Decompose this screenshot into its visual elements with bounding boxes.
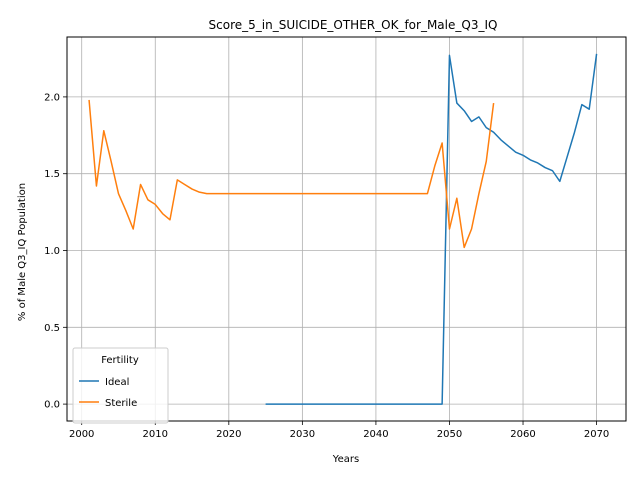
y-tick-label: 1.0 xyxy=(44,246,60,257)
legend: Fertility Ideal Sterile xyxy=(72,347,169,424)
legend-frame xyxy=(72,347,169,424)
y-tick-label: 2.0 xyxy=(44,92,60,103)
x-tick-label: 2020 xyxy=(216,429,241,440)
y-axis-label: % of Male Q3_IQ Population xyxy=(17,183,28,321)
x-tick-label: 2000 xyxy=(69,429,94,440)
legend-label-ideal: Ideal xyxy=(105,377,129,388)
series-layer xyxy=(88,53,598,405)
series-line-sterile xyxy=(88,99,495,249)
legend-label-sterile: Sterile xyxy=(105,398,137,409)
x-tick-label: 2010 xyxy=(143,429,168,440)
series-line-ideal xyxy=(265,53,598,405)
x-axis: 2000 2010 2020 2030 2040 2050 2060 2070 xyxy=(69,421,609,440)
x-tick-label: 2040 xyxy=(363,429,388,440)
y-tick-label: 1.5 xyxy=(44,169,60,180)
y-tick-label: 0.0 xyxy=(44,400,60,411)
plot-frame xyxy=(66,36,627,422)
y-axis: 0.0 0.5 1.0 1.5 2.0 xyxy=(44,92,67,411)
chart-title: Score_5_in_SUICIDE_OTHER_OK_for_Male_Q3_… xyxy=(209,18,498,32)
legend-title: Fertility xyxy=(101,355,139,366)
x-tick-label: 2030 xyxy=(290,429,315,440)
x-axis-label: Years xyxy=(332,454,359,465)
x-tick-label: 2050 xyxy=(437,429,462,440)
y-tick-label: 0.5 xyxy=(44,323,60,334)
x-tick-label: 2060 xyxy=(510,429,535,440)
x-tick-label: 2070 xyxy=(584,429,609,440)
